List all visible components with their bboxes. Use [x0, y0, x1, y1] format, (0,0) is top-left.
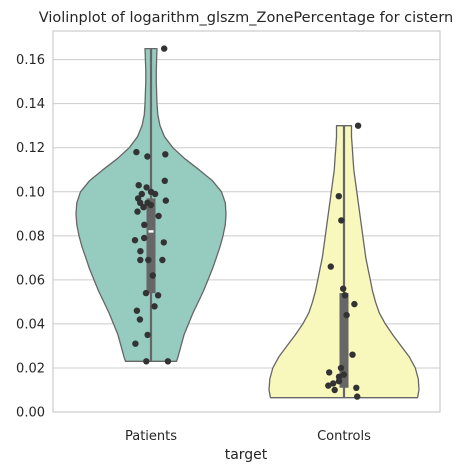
data-point	[326, 369, 333, 376]
y-tick-labels: 0.00 0.02 0.04 0.06 0.08 0.10 0.12 0.14 0.16	[16, 53, 45, 420]
data-point	[337, 364, 345, 372]
data-point	[162, 151, 169, 158]
data-point	[145, 256, 152, 264]
violins	[75, 47, 420, 399]
data-point	[154, 292, 162, 299]
data-point	[159, 256, 166, 264]
data-point	[143, 184, 150, 191]
data-point	[134, 208, 141, 215]
data-point	[162, 197, 169, 204]
data-point	[144, 331, 151, 339]
data-point	[143, 358, 150, 365]
data-point	[133, 148, 140, 156]
y-tick-label: 0.16	[16, 53, 45, 68]
data-point	[341, 292, 349, 299]
data-point	[335, 378, 343, 385]
data-point	[137, 248, 144, 255]
data-point	[140, 204, 147, 211]
y-tick-label: 0.02	[16, 361, 45, 376]
data-point	[132, 340, 139, 347]
data-point	[135, 182, 142, 189]
data-point	[137, 256, 144, 264]
data-point	[327, 263, 334, 270]
data-point	[335, 373, 343, 380]
y-tick-label: 0.00	[16, 406, 45, 421]
x-tick-label: Patients	[125, 429, 177, 444]
data-point	[343, 311, 350, 319]
data-point	[160, 239, 167, 246]
data-point	[149, 272, 156, 279]
y-tick-label: 0.10	[16, 185, 45, 200]
data-point	[338, 217, 345, 224]
iqr-box-controls	[339, 293, 349, 388]
y-tick-label: 0.06	[16, 273, 45, 288]
data-point	[144, 153, 151, 160]
y-tick-label: 0.08	[16, 229, 45, 244]
data-point	[155, 212, 162, 220]
x-tick-label: Controls	[317, 429, 371, 444]
strip-points	[131, 45, 362, 400]
x-tick-labels: Patients Controls	[125, 429, 371, 444]
data-point	[141, 221, 148, 228]
plot-frame	[52, 30, 441, 413]
data-point	[340, 285, 347, 292]
data-point	[141, 234, 148, 242]
data-point	[142, 289, 150, 297]
data-point	[161, 177, 168, 184]
data-point	[147, 201, 155, 209]
chart-title: Violinplot of logarithm_glszm_ZonePercen…	[39, 10, 453, 26]
data-point	[354, 122, 362, 129]
y-tick-label: 0.14	[16, 97, 45, 112]
data-point	[353, 384, 360, 391]
data-point	[335, 193, 342, 200]
data-point	[131, 237, 139, 244]
data-point	[164, 358, 172, 365]
data-point	[151, 190, 159, 198]
y-tick-label: 0.12	[16, 141, 45, 156]
median-marker-patients	[148, 230, 154, 233]
data-point	[331, 386, 338, 394]
data-point	[138, 190, 145, 198]
data-point	[137, 199, 144, 206]
data-point	[354, 393, 361, 400]
iqr-box-patients	[146, 198, 156, 294]
data-point	[325, 382, 332, 389]
data-point	[136, 316, 144, 323]
data-point	[349, 351, 356, 358]
data-point	[151, 303, 158, 310]
data-point	[351, 300, 358, 308]
data-point	[330, 380, 337, 387]
data-point	[133, 307, 141, 314]
data-point	[340, 371, 347, 378]
y-tick-label: 0.04	[16, 317, 45, 332]
x-axis-label: target	[225, 447, 268, 463]
data-point	[161, 45, 168, 52]
